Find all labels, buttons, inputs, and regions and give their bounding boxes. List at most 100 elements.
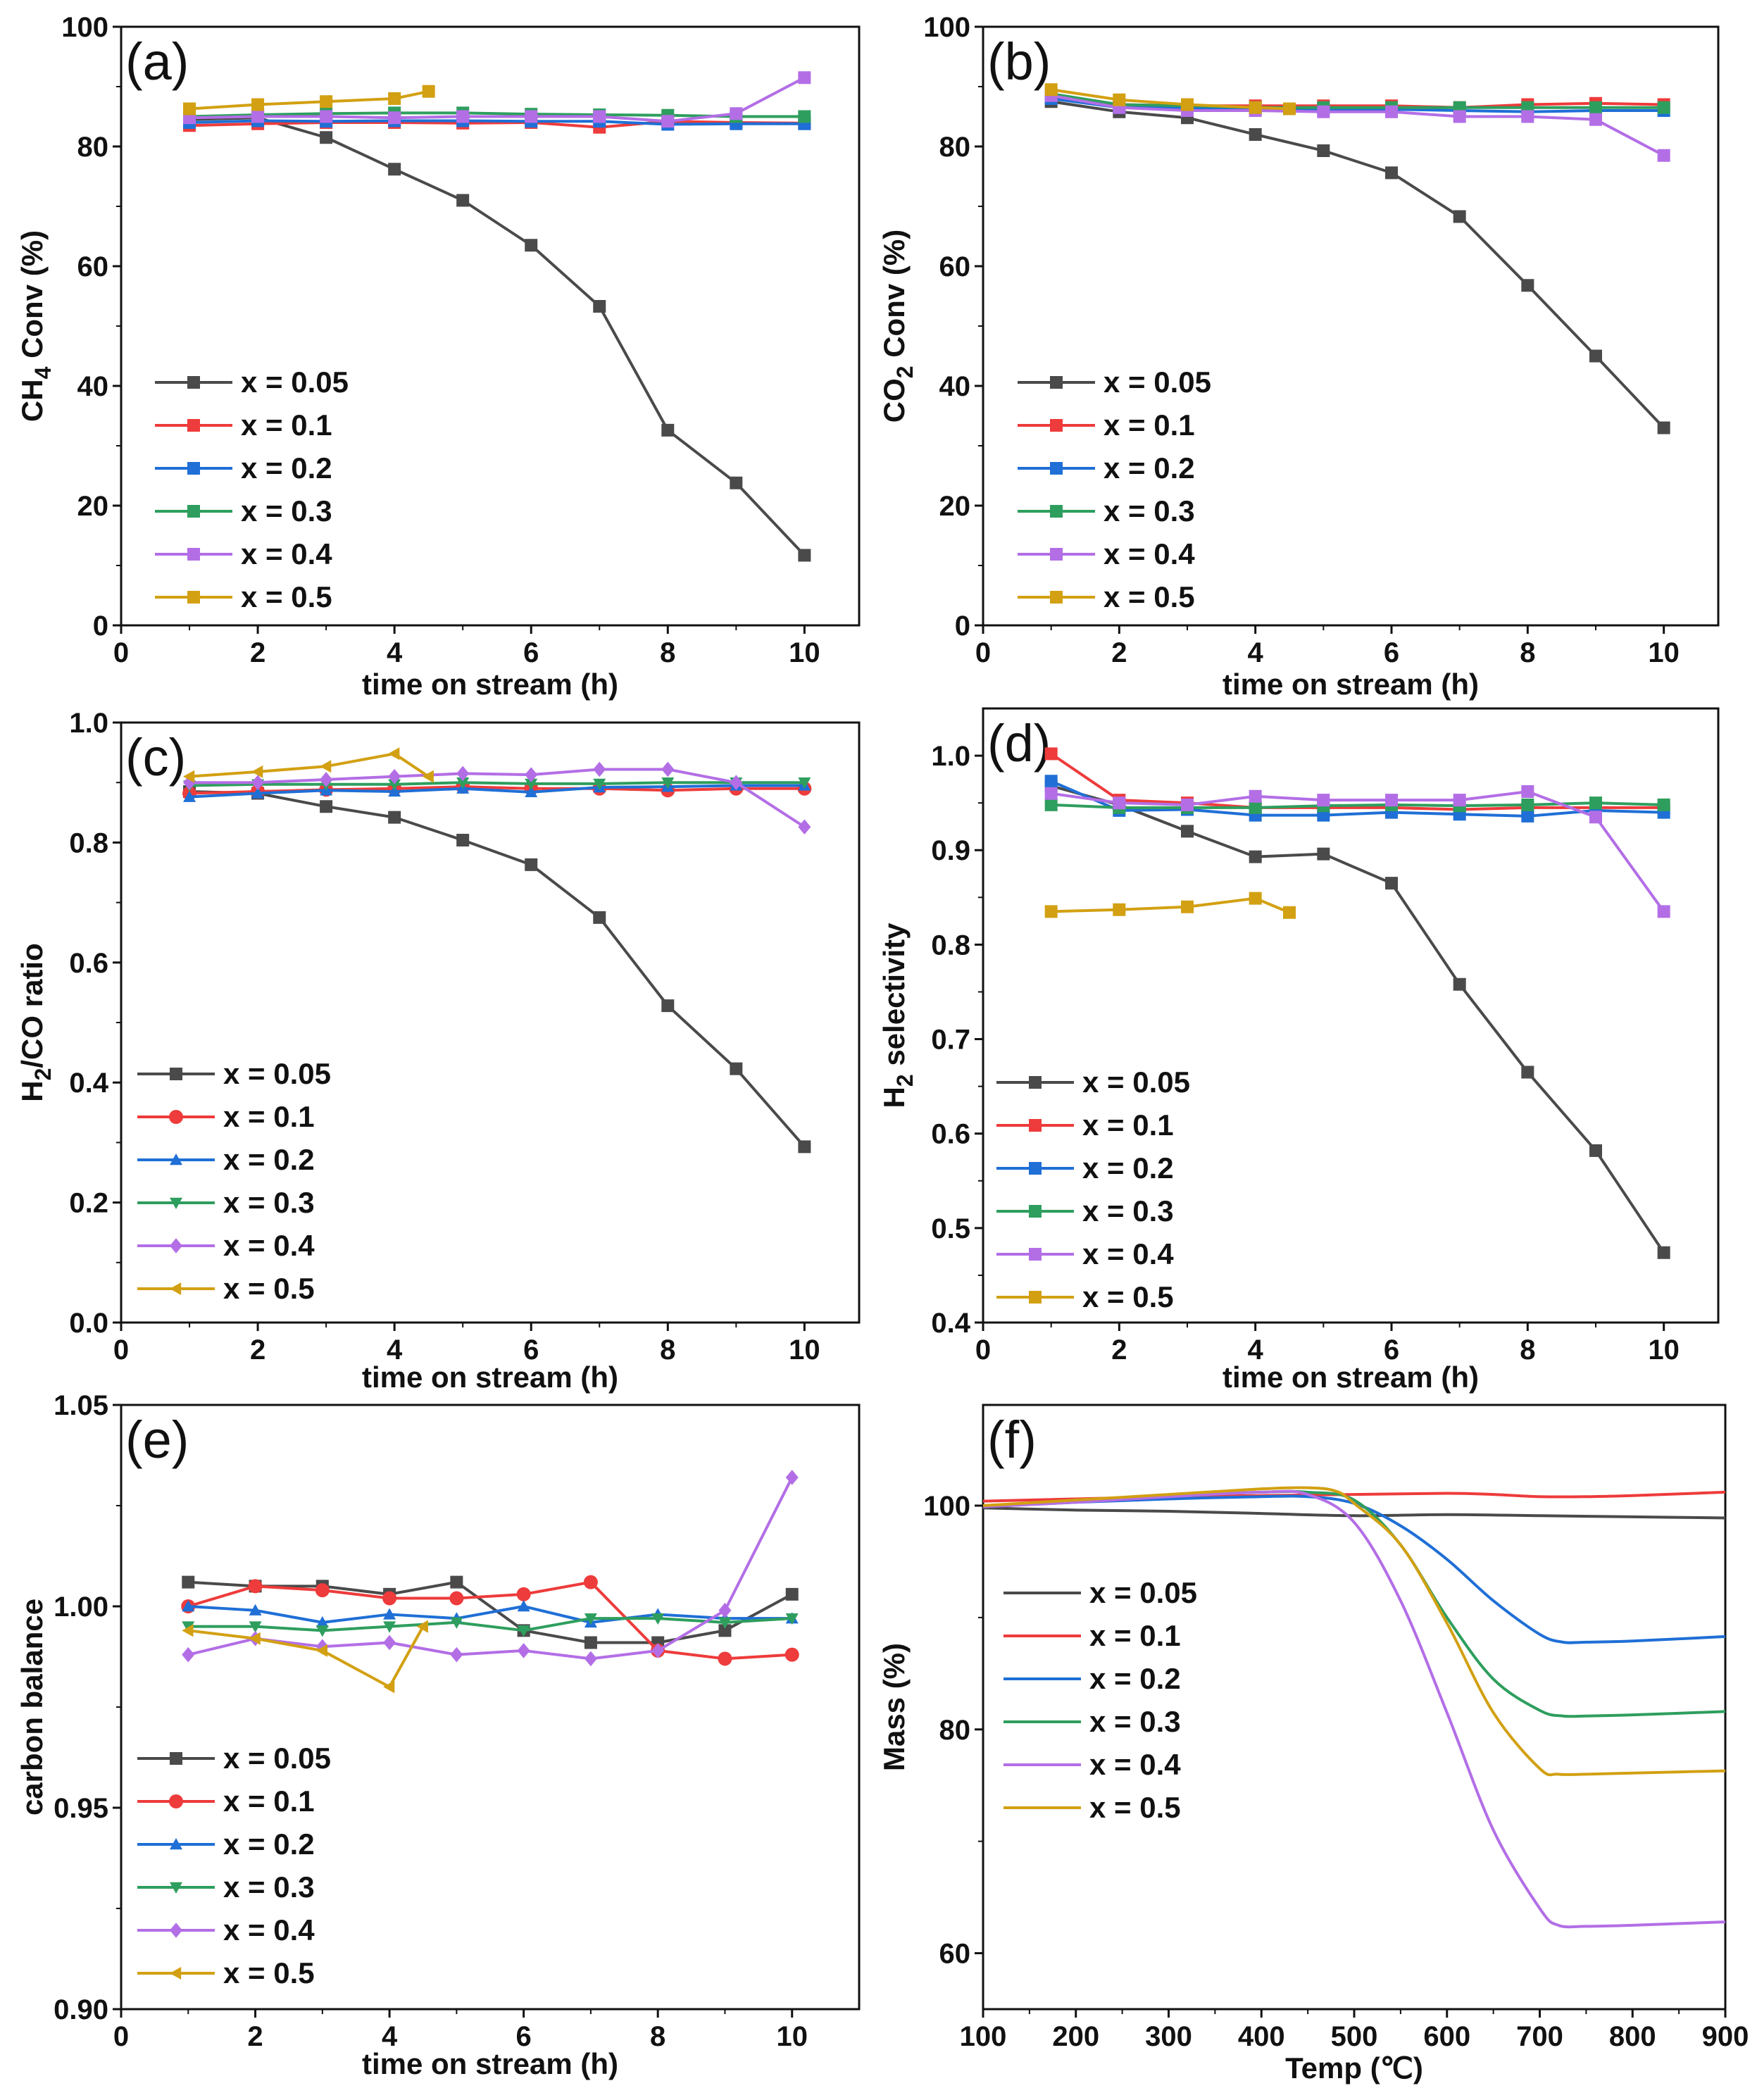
data-point bbox=[651, 1643, 665, 1658]
data-point bbox=[1249, 892, 1262, 905]
x-tick-label: 100 bbox=[960, 2021, 1007, 2052]
legend-swatch-marker bbox=[170, 1882, 182, 1894]
data-point bbox=[388, 779, 401, 791]
data-point bbox=[320, 110, 333, 123]
data-point bbox=[249, 1632, 261, 1645]
x-tick-label: 6 bbox=[523, 637, 539, 668]
series-0.5 bbox=[183, 747, 434, 783]
y-axis-label: H2 selectivity bbox=[877, 923, 918, 1108]
data-point bbox=[388, 111, 401, 125]
legend-label: x = 0.2 bbox=[223, 1143, 315, 1176]
legend-swatch-marker bbox=[170, 1282, 182, 1295]
data-point bbox=[183, 790, 196, 802]
legend-item: x = 0.1 bbox=[996, 1108, 1174, 1142]
data-point bbox=[1317, 847, 1330, 861]
data-point bbox=[718, 1651, 732, 1666]
y-tick-label: 0 bbox=[93, 611, 108, 642]
x-tick-label: 8 bbox=[650, 2021, 665, 2052]
legend-label: x = 0.2 bbox=[1103, 451, 1195, 485]
x-tick-label: 2 bbox=[1111, 637, 1127, 668]
data-point bbox=[516, 1587, 531, 1601]
data-point bbox=[1249, 101, 1262, 114]
data-point bbox=[388, 768, 401, 785]
x-tick-label: 8 bbox=[1520, 1335, 1535, 1365]
data-point bbox=[1453, 110, 1466, 123]
legend-label: x = 0.2 bbox=[241, 451, 332, 485]
legend-item: x = 0.5 bbox=[996, 1280, 1174, 1313]
series-line bbox=[189, 789, 806, 1148]
x-axis-label: time on stream (h) bbox=[362, 1361, 618, 1394]
x-tick-label: 10 bbox=[789, 637, 820, 668]
series-0.4 bbox=[182, 1470, 799, 1667]
y-tick-label: 0.4 bbox=[69, 1068, 108, 1099]
y-tick-label: 0.90 bbox=[54, 1994, 108, 2025]
legend-label: x = 0.05 bbox=[1089, 1576, 1197, 1609]
legend-swatch-marker bbox=[1050, 591, 1063, 604]
legend-swatch-marker bbox=[1029, 1162, 1042, 1175]
data-point bbox=[388, 747, 400, 761]
x-tick-label: 0 bbox=[113, 637, 129, 668]
data-point bbox=[183, 102, 196, 115]
data-point bbox=[583, 1575, 598, 1589]
data-point bbox=[525, 767, 538, 782]
y-tick-label: 0.5 bbox=[931, 1213, 970, 1244]
legend-item: x = 0.05 bbox=[1003, 1576, 1197, 1609]
data-point bbox=[182, 1646, 195, 1663]
data-point bbox=[1521, 1065, 1534, 1079]
y-tick-label: 100 bbox=[61, 12, 108, 43]
legend-label: x = 0.4 bbox=[1089, 1748, 1181, 1781]
series-0.05 bbox=[1044, 780, 1670, 1259]
legend-item: x = 0.2 bbox=[996, 1151, 1174, 1185]
y-tick-label: 0.8 bbox=[931, 930, 970, 961]
legend-swatch-marker bbox=[169, 1110, 183, 1124]
legend-item: x = 0.1 bbox=[1018, 408, 1195, 442]
legend-item: x = 0.5 bbox=[1003, 1791, 1181, 1824]
y-tick-label: 80 bbox=[77, 132, 109, 163]
series-line bbox=[187, 1477, 794, 1661]
series-0.4 bbox=[982, 1489, 1726, 1929]
data-point bbox=[651, 1613, 665, 1625]
data-point bbox=[1589, 101, 1602, 114]
panel-f: 100 200 300 400 500 600 700 800 900 60 80 100 Temp (… bbox=[877, 1404, 1749, 2085]
legend-item: x = 0.1 bbox=[155, 408, 332, 442]
data-point bbox=[1589, 113, 1602, 126]
data-point bbox=[593, 299, 606, 313]
series-0.2 bbox=[982, 1494, 1726, 1644]
legend-item: x = 0.4 bbox=[1003, 1748, 1181, 1781]
data-point bbox=[1521, 785, 1534, 799]
legend-swatch-marker bbox=[1050, 505, 1063, 518]
data-point bbox=[661, 761, 675, 777]
data-point bbox=[1113, 796, 1126, 810]
x-tick-label: 4 bbox=[387, 1335, 403, 1365]
series-0.5 bbox=[183, 85, 435, 115]
y-tick-label: 20 bbox=[939, 491, 971, 522]
series-0.5 bbox=[182, 1620, 428, 1694]
data-point bbox=[456, 194, 470, 207]
data-point bbox=[456, 765, 470, 782]
x-tick-label: 6 bbox=[1384, 1335, 1399, 1365]
series-0.05 bbox=[1044, 95, 1670, 435]
series-line bbox=[982, 1486, 1726, 1777]
legend: x = 0.05 x = 0.1 x = 0.2 x = 0.3 x = 0.4 x = … bbox=[996, 1065, 1190, 1313]
x-tick-label: 6 bbox=[523, 1335, 539, 1365]
legend-swatch-marker bbox=[1029, 1076, 1042, 1089]
data-point bbox=[517, 1625, 530, 1637]
legend-label: x = 0.5 bbox=[241, 580, 332, 613]
legend-swatch-marker bbox=[169, 1794, 183, 1808]
data-point bbox=[785, 1613, 799, 1625]
legend-label: x = 0.1 bbox=[1089, 1619, 1181, 1652]
data-point bbox=[1317, 794, 1330, 807]
data-point bbox=[785, 1470, 799, 1485]
x-tick-label: 2 bbox=[250, 1335, 265, 1365]
data-point bbox=[320, 95, 333, 108]
series-0.05 bbox=[982, 1506, 1726, 1520]
legend-swatch-marker bbox=[170, 1752, 182, 1765]
legend-label: x = 0.1 bbox=[223, 1785, 315, 1818]
plot-frame bbox=[982, 707, 1720, 1324]
y-tick-label: 0 bbox=[955, 611, 970, 642]
y-axis-label: H2/CO ratio bbox=[15, 943, 56, 1102]
series-line bbox=[189, 120, 805, 129]
data-point bbox=[798, 110, 811, 123]
data-point bbox=[449, 1591, 464, 1606]
legend-swatch-marker bbox=[170, 1967, 182, 1980]
